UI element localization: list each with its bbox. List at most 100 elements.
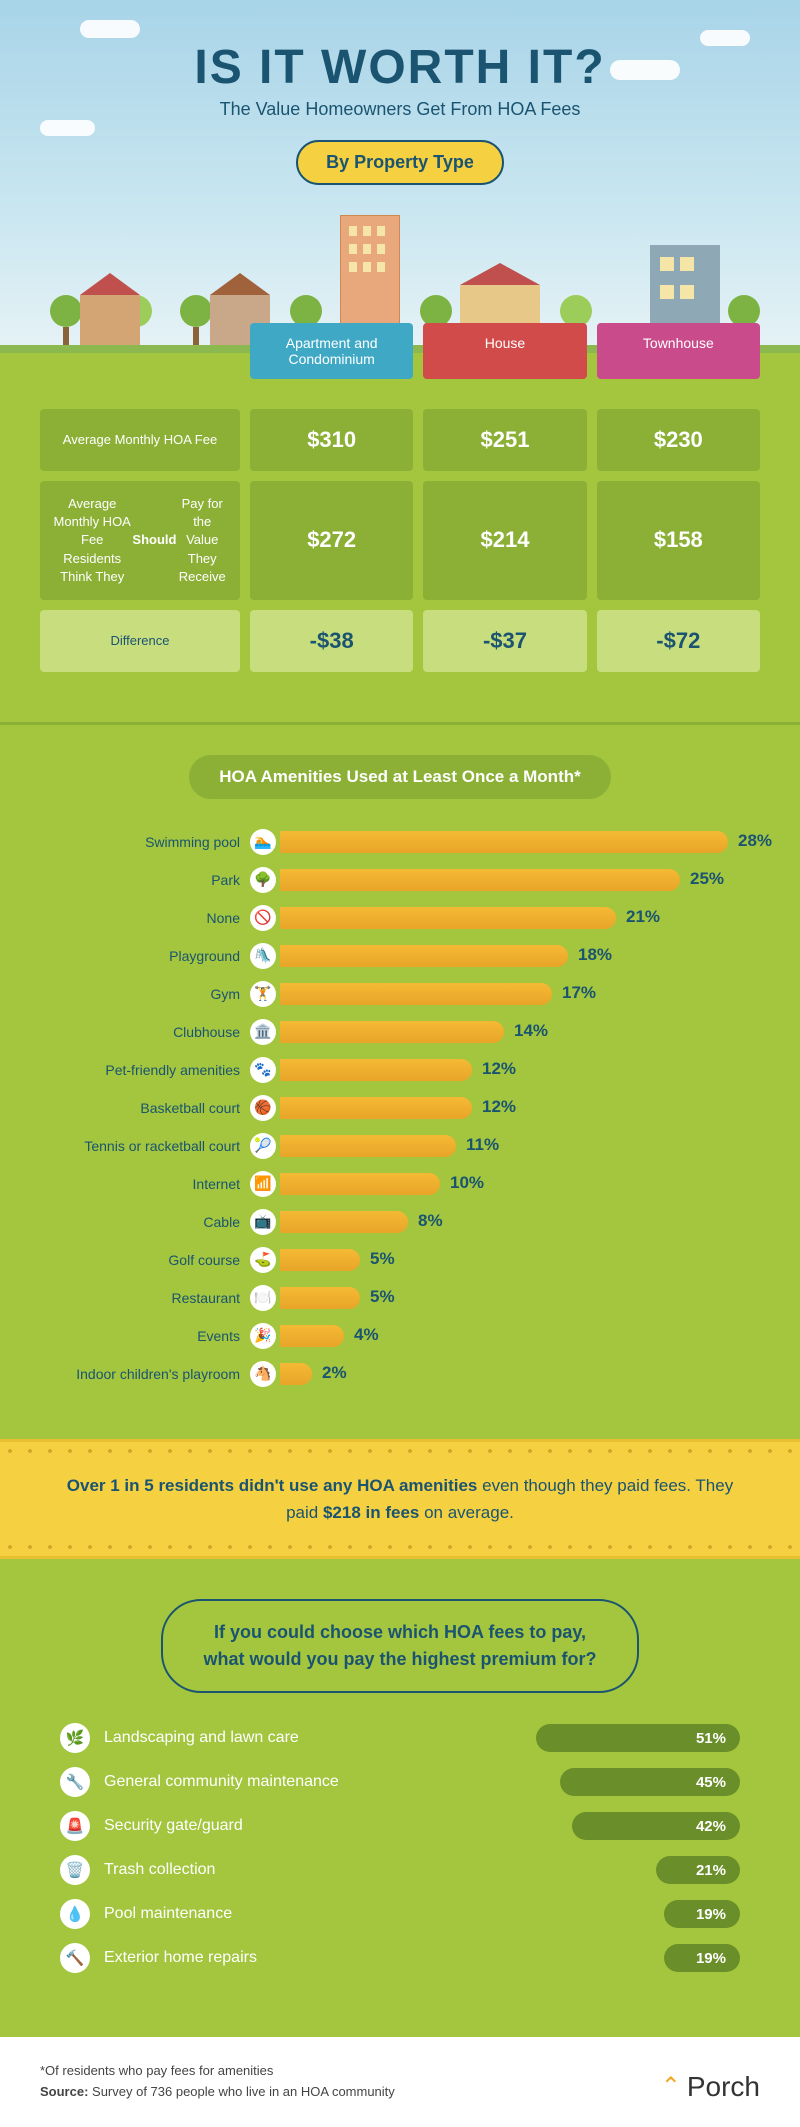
bar-fill — [280, 907, 616, 929]
premium-label: Security gate/guard — [104, 1817, 572, 1835]
bar-track: 8% — [280, 1211, 760, 1233]
premium-icon: 🚨 — [60, 1811, 90, 1841]
amenity-bar-row: Park🌳25% — [40, 867, 760, 893]
header-sky: IS IT WORTH IT? The Value Homeowners Get… — [0, 0, 800, 345]
premium-icon: 🌿 — [60, 1723, 90, 1753]
bar-fill — [280, 1363, 312, 1385]
amenity-label: Park — [40, 872, 250, 888]
bar-fill — [280, 1173, 440, 1195]
bar-fill — [280, 1135, 456, 1157]
premium-bar-fill: 19% — [664, 1944, 740, 1972]
bar-value: 12% — [482, 1097, 516, 1117]
amenity-label: Playground — [40, 948, 250, 964]
bar-track: 14% — [280, 1021, 760, 1043]
bar-track: 5% — [280, 1287, 760, 1309]
source-label: Source: — [40, 2084, 88, 2099]
premium-icon: 🔧 — [60, 1767, 90, 1797]
amenity-label: Clubhouse — [40, 1024, 250, 1040]
infographic-page: IS IT WORTH IT? The Value Homeowners Get… — [0, 0, 800, 2127]
premium-title-line2: what would you pay the highest premium f… — [203, 1649, 596, 1669]
amenity-bar-row: Gym🏋️17% — [40, 981, 760, 1007]
bar-value: 18% — [578, 945, 612, 965]
premium-bar-row: 🔨 Exterior home repairs19% — [60, 1943, 740, 1973]
property-header-house: House — [423, 323, 586, 379]
bar-track: 2% — [280, 1363, 760, 1385]
amenity-label: Golf course — [40, 1252, 250, 1268]
row-cell: $310 — [250, 409, 413, 471]
row-cell: $230 — [597, 409, 760, 471]
amenity-label: Internet — [40, 1176, 250, 1192]
table-row: Average Monthly HOA Fee$310$251$230 — [40, 409, 760, 471]
bar-value: 2% — [322, 1363, 347, 1383]
amenity-icon: 🍽️ — [250, 1285, 276, 1311]
bar-value: 17% — [562, 983, 596, 1003]
amenity-bar-row: Indoor children's playroom🐴2% — [40, 1361, 760, 1387]
row-cell: $158 — [597, 481, 760, 600]
amenities-chart: HOA Amenities Used at Least Once a Month… — [0, 722, 800, 1439]
table-row: Difference-$38-$37-$72 — [40, 610, 760, 672]
bar-track: 28% — [280, 831, 760, 853]
amenity-icon: 🎾 — [250, 1133, 276, 1159]
amenity-label: Restaurant — [40, 1290, 250, 1306]
amenity-icon: 📶 — [250, 1171, 276, 1197]
cloud-decoration — [40, 120, 95, 136]
bar-value: 8% — [418, 1211, 443, 1231]
amenity-bar-row: Playground🛝 18% — [40, 943, 760, 969]
source-text: Survey of 736 people who live in an HOA … — [88, 2084, 394, 2099]
bar-track: 17% — [280, 983, 760, 1005]
amenity-icon: ⛳ — [250, 1247, 276, 1273]
amenity-icon: 🐴 — [250, 1361, 276, 1387]
footnotes: *Of residents who pay fees for amenities… — [40, 2061, 395, 2103]
footnote-asterisk: *Of residents who pay fees for amenities — [40, 2061, 395, 2082]
premium-label: Exterior home repairs — [104, 1949, 664, 1967]
house-icon — [80, 295, 140, 345]
premium-chart: If you could choose which HOA fees to pa… — [0, 1559, 800, 2037]
bar-value: 14% — [514, 1021, 548, 1041]
footer: *Of residents who pay fees for amenities… — [0, 2037, 800, 2127]
section-label-pill: By Property Type — [296, 140, 504, 185]
amenity-bar-row: Restaurant🍽️ 5% — [40, 1285, 760, 1311]
premium-icon: 🔨 — [60, 1943, 90, 1973]
row-cell: $214 — [423, 481, 586, 600]
premium-label: General community maintenance — [104, 1773, 560, 1791]
bar-value: 25% — [690, 869, 724, 889]
premium-bar-row: 🌿Landscaping and lawn care51% — [60, 1723, 740, 1753]
bar-fill — [280, 1325, 344, 1347]
premium-bar-row: 💧Pool maintenance19% — [60, 1899, 740, 1929]
premium-bar-fill: 19% — [664, 1900, 740, 1928]
row-label: Average Monthly HOA Fee Residents Think … — [40, 481, 240, 600]
property-header-apt: Apartment and Condominium — [250, 323, 413, 379]
brand-logo: ⌃ Porch — [661, 2071, 760, 2103]
amenity-bar-row: Pet-friendly amenities🐾12% — [40, 1057, 760, 1083]
premium-bar-fill: 42% — [572, 1812, 740, 1840]
amenity-bar-row: Basketball court🏀12% — [40, 1095, 760, 1121]
amenity-bar-row: Internet📶10% — [40, 1171, 760, 1197]
bar-value: 28% — [738, 831, 772, 851]
bar-track: 5% — [280, 1249, 760, 1271]
amenity-icon: 🏊 — [250, 829, 276, 855]
bar-value: 5% — [370, 1249, 395, 1269]
table-row: Average Monthly HOA Fee Residents Think … — [40, 481, 760, 600]
premium-bar-fill: 45% — [560, 1768, 740, 1796]
cloud-decoration — [80, 20, 140, 38]
amenity-bar-row: Swimming pool🏊28% — [40, 829, 760, 855]
premium-bar-fill: 21% — [656, 1856, 740, 1884]
bar-fill — [280, 1021, 504, 1043]
amenity-icon: 🚫 — [250, 905, 276, 931]
bar-value: 5% — [370, 1287, 395, 1307]
amenity-icon: 🛝 — [250, 943, 276, 969]
bar-track: 12% — [280, 1059, 760, 1081]
amenity-icon: 📺 — [250, 1209, 276, 1235]
bar-value: 12% — [482, 1059, 516, 1079]
premium-label: Landscaping and lawn care — [104, 1729, 536, 1747]
amenity-bar-row: Tennis or racketball court🎾11% — [40, 1133, 760, 1159]
amenity-label: Pet-friendly amenities — [40, 1062, 250, 1078]
callout-lead: Over 1 in 5 residents didn't use any HOA… — [67, 1476, 478, 1495]
amenity-label: Events — [40, 1328, 250, 1344]
row-cell: -$38 — [250, 610, 413, 672]
premium-icon: 💧 — [60, 1899, 90, 1929]
bar-fill — [280, 1287, 360, 1309]
bar-fill — [280, 831, 728, 853]
premium-title-line1: If you could choose which HOA fees to pa… — [214, 1622, 586, 1642]
bar-track: 10% — [280, 1173, 760, 1195]
